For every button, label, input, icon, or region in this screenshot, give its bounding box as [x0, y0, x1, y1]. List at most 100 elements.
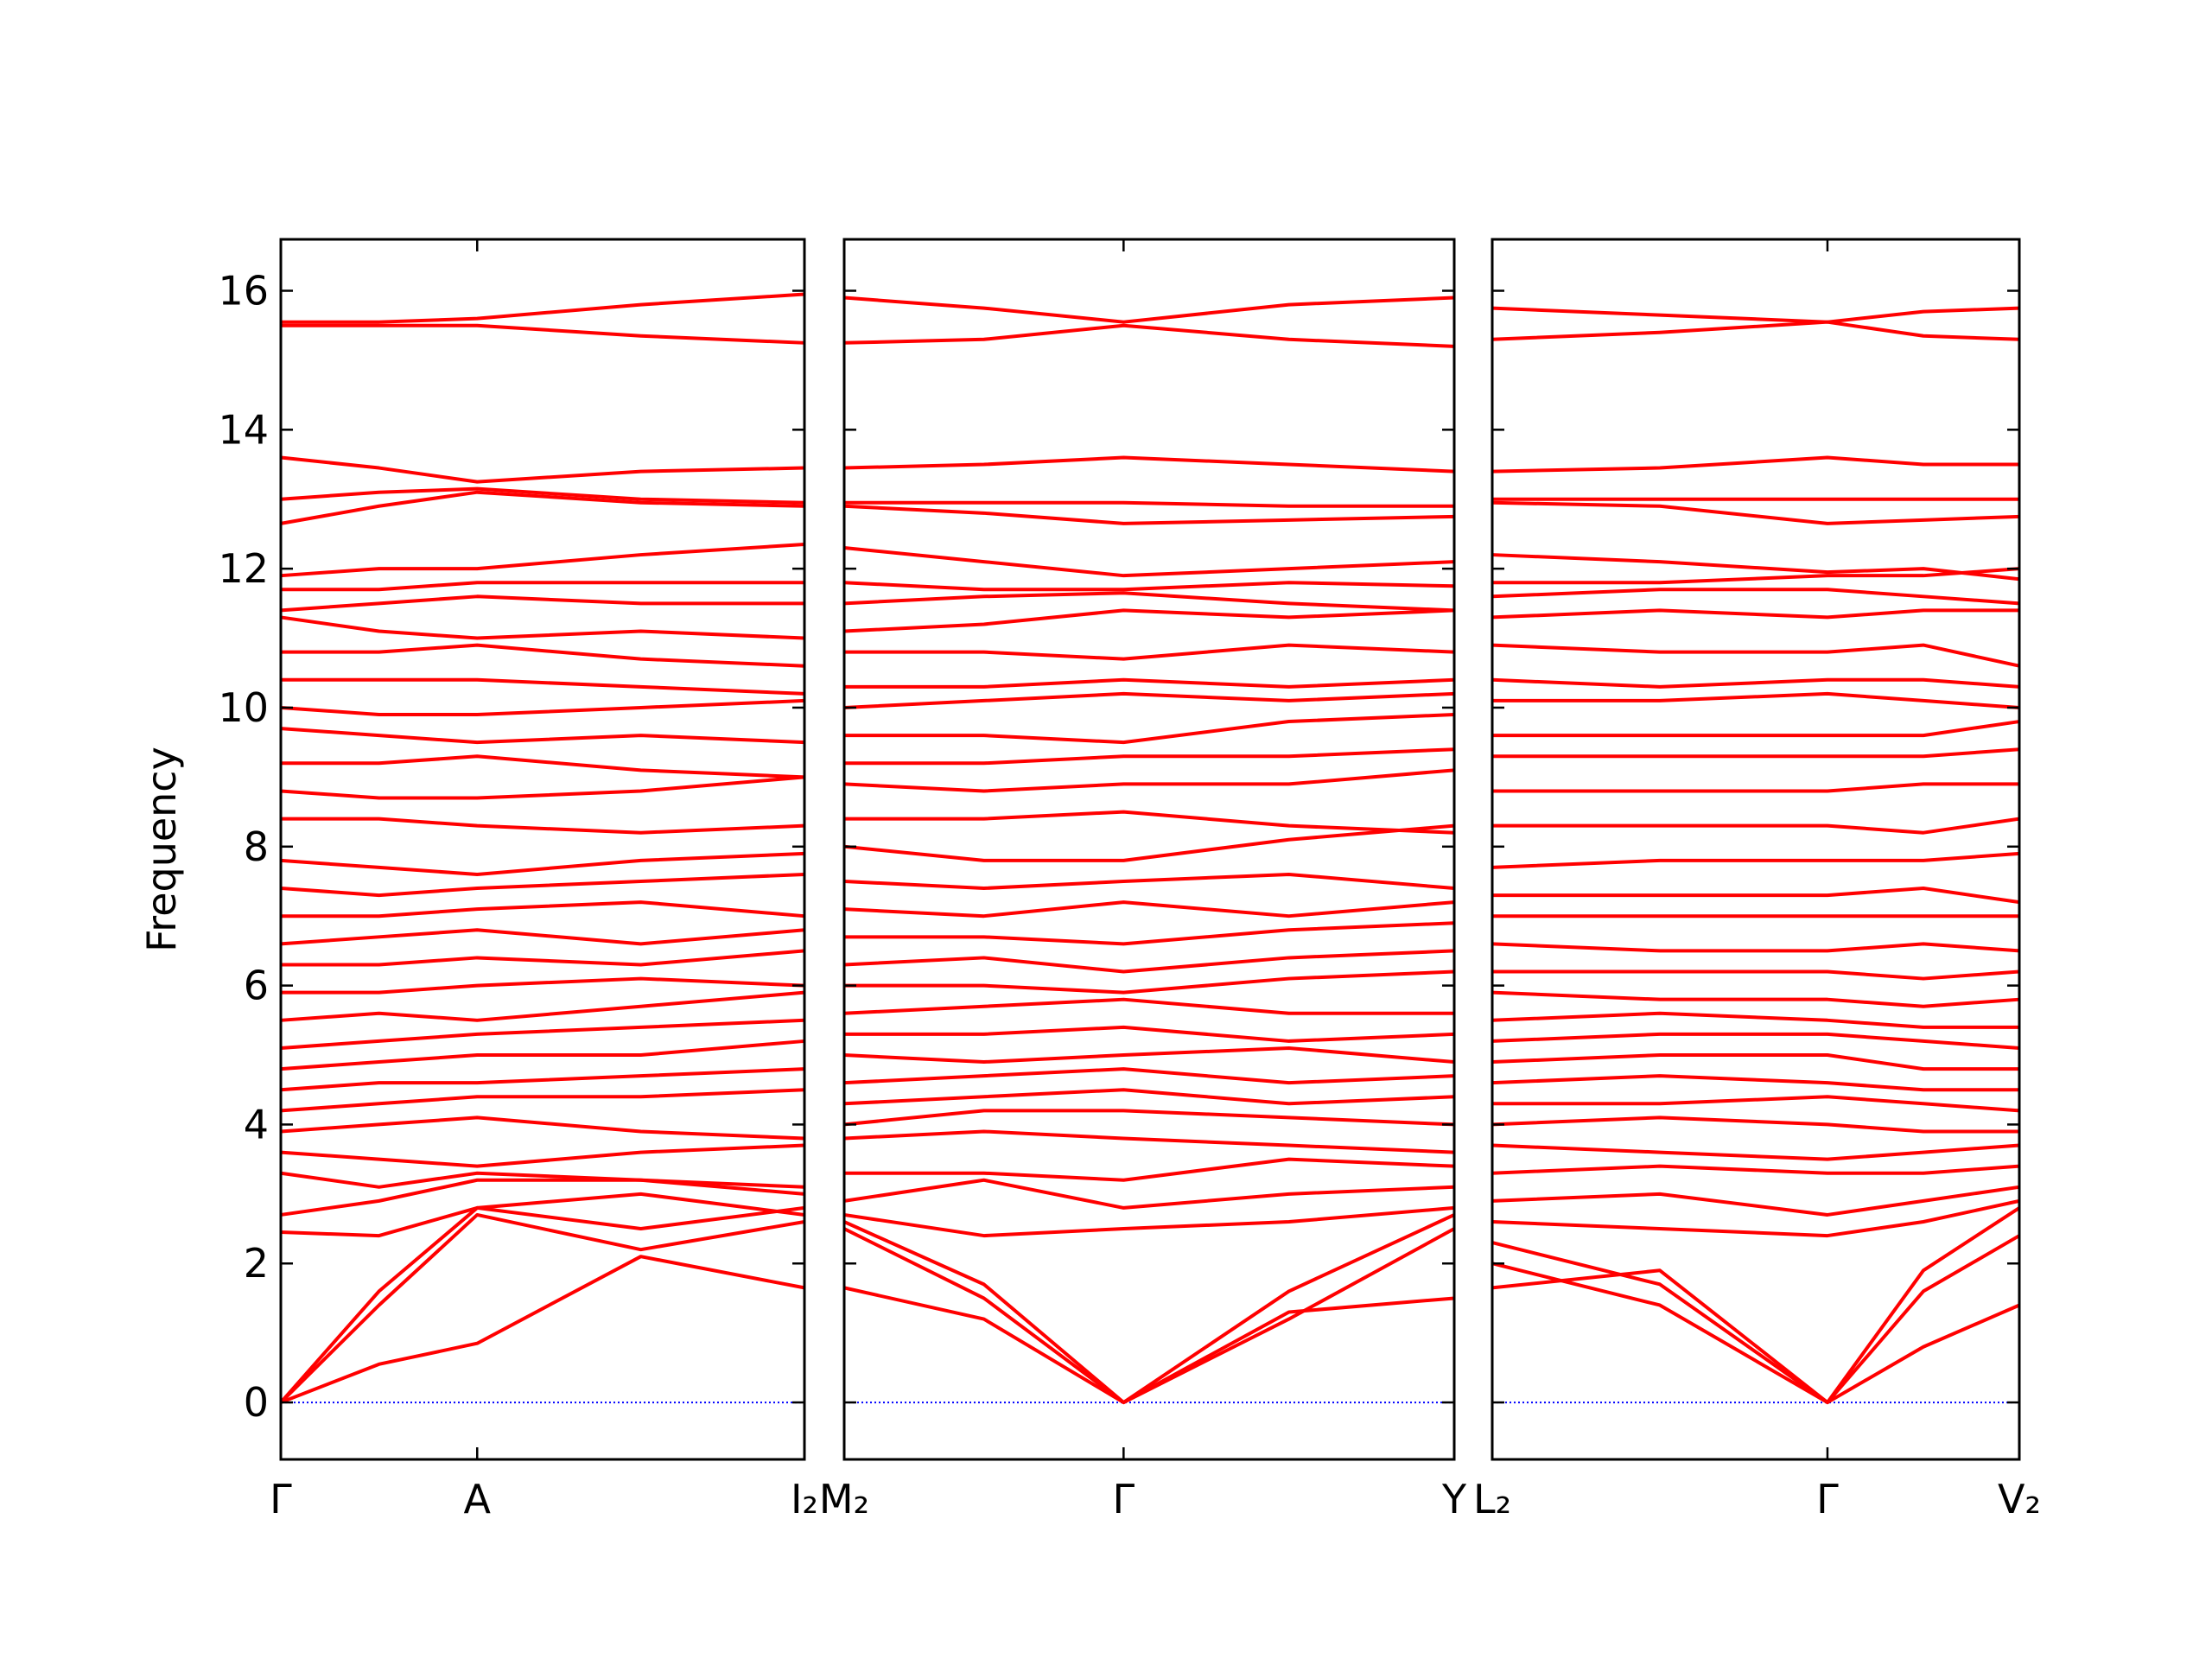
band-line	[843, 296, 1455, 324]
y-tick-label: 6	[244, 963, 269, 1009]
band-line	[281, 643, 805, 668]
band-line	[843, 1109, 1455, 1127]
band-line	[280, 490, 805, 525]
band-line	[844, 677, 1455, 689]
band-line	[843, 768, 1455, 793]
band-line	[1492, 969, 2020, 981]
plot-frame	[279, 238, 806, 1461]
band-line	[1491, 608, 2019, 620]
band-line	[1491, 1206, 2021, 1405]
band-line	[1491, 677, 2020, 689]
band-line	[1492, 817, 2020, 835]
x-tick-label: I₂	[791, 1476, 818, 1522]
band-line	[280, 1143, 805, 1168]
band-line	[843, 1067, 1455, 1085]
band-line	[843, 504, 1455, 525]
band-line	[1491, 500, 2020, 525]
band-line	[844, 921, 1455, 946]
band-line	[1491, 1053, 2019, 1071]
band-line	[280, 990, 805, 1022]
band-line	[843, 1178, 1455, 1210]
band-line	[843, 1227, 1455, 1405]
band-line	[843, 1129, 1455, 1154]
band-line	[844, 969, 1455, 995]
band-line	[280, 1067, 805, 1092]
band-line	[280, 1255, 805, 1404]
band-line	[1492, 782, 2019, 793]
band-line	[281, 754, 805, 779]
x-tick-label: M₂	[819, 1476, 869, 1522]
band-line	[1491, 1164, 2020, 1175]
band-line	[843, 872, 1455, 891]
band-line	[281, 949, 805, 967]
band-line	[281, 292, 805, 324]
band-line	[843, 1088, 1455, 1106]
x-tick-label: Γ	[1113, 1476, 1135, 1522]
band-line	[280, 698, 805, 717]
band-line	[1491, 990, 2020, 1008]
band-line	[843, 455, 1455, 474]
band-line	[280, 486, 805, 505]
band-line	[1492, 691, 2020, 709]
y-axis-label: Frequency	[138, 747, 185, 952]
band-line	[844, 500, 1454, 508]
y-tick-label: 10	[218, 684, 269, 731]
band-line	[1491, 553, 2020, 582]
band-line	[843, 1046, 1455, 1065]
band-line	[844, 747, 1455, 766]
band-line	[280, 455, 805, 484]
y-tick-label: 2	[244, 1240, 269, 1287]
band-line	[843, 608, 1455, 633]
y-tick-label: 4	[244, 1101, 269, 1147]
band-line	[1491, 942, 2020, 953]
band-line	[843, 591, 1455, 613]
plot-frame	[1491, 238, 2021, 1461]
band-line	[1492, 720, 2020, 738]
band-line	[280, 775, 805, 800]
band-line	[843, 997, 1454, 1015]
band-line	[843, 546, 1455, 578]
band-line	[1492, 887, 2020, 905]
plot-frame	[842, 238, 1456, 1461]
band-line	[844, 643, 1455, 661]
band-line	[280, 1116, 805, 1141]
y-tick-label: 14	[218, 406, 269, 453]
band-line	[281, 581, 804, 592]
y-tick-label: 8	[244, 823, 269, 870]
band-line	[1491, 643, 2020, 668]
y-tick-label: 0	[244, 1379, 269, 1426]
band-line	[1491, 1198, 2020, 1238]
band-line	[281, 976, 805, 995]
x-tick-label: Γ	[1816, 1476, 1839, 1522]
band-line	[843, 823, 1455, 862]
band-line	[1491, 1011, 2019, 1029]
y-tick-label: 16	[218, 268, 269, 315]
band-line	[280, 1088, 805, 1113]
band-line	[280, 851, 805, 876]
band-line	[843, 949, 1455, 974]
band-line	[280, 594, 804, 613]
x-tick-label: V₂	[1998, 1476, 2041, 1522]
band-line	[281, 677, 805, 696]
band-line	[280, 543, 805, 578]
band-line	[1491, 851, 2020, 869]
band-line	[843, 1205, 1455, 1238]
x-tick-label: A	[464, 1476, 492, 1522]
band-line	[280, 928, 805, 946]
band-line	[844, 1157, 1455, 1182]
band-line	[280, 1192, 805, 1238]
band-line	[843, 1213, 1455, 1405]
band-line	[280, 1039, 805, 1071]
band-line	[843, 691, 1455, 709]
band-line	[281, 323, 805, 345]
band-line	[1491, 1268, 2020, 1405]
x-tick-label: Y	[1441, 1476, 1467, 1522]
band-line	[1491, 306, 2020, 324]
band-line	[281, 900, 805, 918]
band-line	[843, 581, 1455, 592]
band-line	[280, 727, 805, 745]
band-line	[281, 817, 805, 835]
band-line	[1491, 1074, 2019, 1092]
